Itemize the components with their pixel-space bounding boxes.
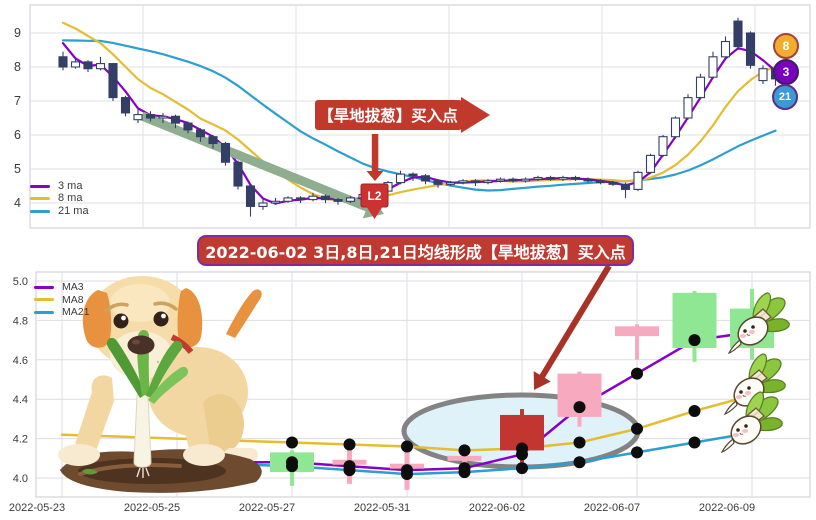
legend-item-21ma: 21 ma xyxy=(30,205,89,218)
ma3-swatch-icon xyxy=(34,285,54,289)
legend-item-ma3: MA3 xyxy=(34,281,89,294)
legend-label: 3 ma xyxy=(58,179,83,192)
x-axis-label: 2022-05-31 xyxy=(354,502,410,514)
x-axis-label: 2022-06-07 xyxy=(584,502,640,514)
x-axis-label: 2022-05-27 xyxy=(239,502,295,514)
marker-text: L2 xyxy=(367,189,381,203)
y-axis-label: 5.0 xyxy=(13,276,28,288)
y-axis-label: 9 xyxy=(14,26,21,40)
y-axis-label: 4 xyxy=(14,196,21,210)
legend-item-ma21: MA21 xyxy=(34,306,89,319)
y-axis-label: 8 xyxy=(14,60,21,74)
green-trend-arrow xyxy=(140,111,384,219)
ma21-line xyxy=(61,39,777,192)
legend-label: MA8 xyxy=(62,293,84,306)
legend-label: 21 ma xyxy=(58,204,89,217)
ma8-swatch-icon xyxy=(34,298,54,302)
ma21-swatch-icon xyxy=(34,310,54,314)
x-axis-label: 2022-06-09 xyxy=(699,502,755,514)
buy-point-banner: 2022-06-02 3日,8日,21日均线形成【旱地拔葱】买入点 xyxy=(197,235,634,266)
ma21-badge: 21 xyxy=(772,84,798,110)
legend-label: MA21 xyxy=(62,306,90,318)
y-axis-label: 6 xyxy=(14,128,21,142)
turnip-character xyxy=(727,292,790,355)
turnip-character xyxy=(720,391,783,454)
legend-item-3ma: 3 ma xyxy=(30,180,89,193)
zoom-chart-legend: MA3 MA8 MA21 xyxy=(34,281,89,319)
y-axis-label: 4.2 xyxy=(13,434,28,446)
ma3-line xyxy=(61,42,777,205)
y-axis-label: 4.8 xyxy=(13,315,28,327)
ma8-swatch-icon xyxy=(30,197,50,201)
ma3-swatch-icon xyxy=(30,184,50,188)
l2-buy-marker: L2 xyxy=(360,183,389,219)
banner-arrow xyxy=(533,264,612,390)
y-axis-label: 4.6 xyxy=(13,355,28,367)
ma21-swatch-icon xyxy=(30,209,50,213)
y-axis-label: 4.4 xyxy=(13,394,28,406)
callout-text: 【旱地拔葱】买入点 xyxy=(318,106,458,125)
ma8-badge: 8 xyxy=(773,33,799,59)
y-axis-label: 7 xyxy=(14,94,21,108)
legend-label: MA3 xyxy=(62,281,84,293)
x-axis-label: 2022-05-25 xyxy=(124,502,180,514)
x-axis-label: 2022-06-02 xyxy=(469,502,525,514)
dog-illustration xyxy=(58,276,262,493)
ma8-line xyxy=(61,21,777,202)
legend-item-8ma: 8 ma xyxy=(30,193,89,206)
y-axis-label: 5 xyxy=(14,162,21,176)
y-axis-label: 4.0 xyxy=(13,473,28,485)
buy-point-callout: 【旱地拔葱】买入点 xyxy=(315,97,490,181)
legend-item-ma8: MA8 xyxy=(34,294,89,307)
legend-label: 8 ma xyxy=(58,192,83,205)
top-chart-legend: 3 ma 8 ma 21 ma xyxy=(30,180,89,218)
x-axis-label: 2022-05-23 xyxy=(9,502,65,514)
ma3-badge: 3 xyxy=(773,59,799,85)
top-chart: 9 8 7 6 5 4 xyxy=(14,4,811,229)
